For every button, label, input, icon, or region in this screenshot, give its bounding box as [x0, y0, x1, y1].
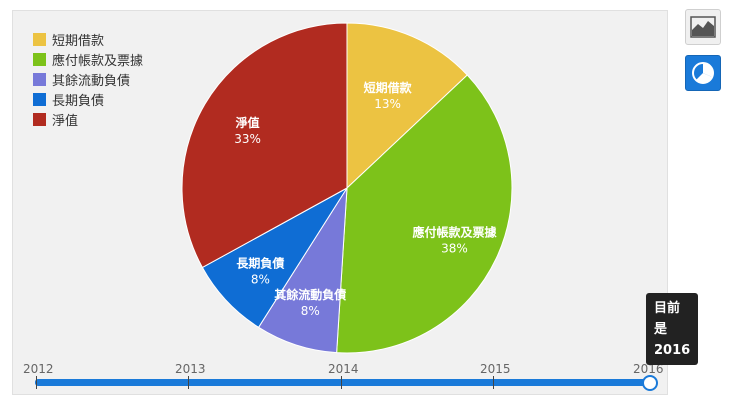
pie-chart-button[interactable]: [685, 55, 721, 91]
timeline-year-2015[interactable]: 2015: [480, 362, 511, 376]
timeline-slider[interactable]: [35, 379, 652, 386]
legend: 短期借款 應付帳款及票據 其餘流動負債 長期負債 淨值: [33, 29, 143, 129]
timeline-tick: [493, 376, 494, 389]
legend-swatch: [33, 112, 46, 126]
timeline-year-2014[interactable]: 2014: [328, 362, 359, 376]
timeline-year-2013[interactable]: 2013: [175, 362, 206, 376]
area-chart-icon: [690, 16, 716, 38]
legend-label: 淨值: [52, 113, 79, 129]
legend-swatch: [33, 52, 46, 66]
tooltip-line-3: 2016: [654, 343, 691, 358]
tooltip-line-2: 是: [654, 322, 668, 337]
timeline-year-2016[interactable]: 2016: [633, 362, 664, 376]
pie-chart: 短期借款 13% 應付帳款及票據 38% 其餘流動負債 8% 長期負債 8% 淨值 33%: [181, 22, 513, 354]
slice-label: 淨值: [235, 115, 260, 130]
chart-panel: 短期借款 13% 應付帳款及票據 38% 其餘流動負債 8% 長期負債 8% 淨值 33% 短期借…: [12, 10, 668, 395]
slice-value-label: 8%: [301, 304, 320, 318]
legend-item-long-term-liabilities[interactable]: 長期負債: [33, 89, 143, 109]
slice-value-label: 33%: [234, 132, 261, 146]
legend-label: 長期負債: [52, 93, 105, 109]
legend-swatch: [33, 72, 46, 86]
slice-label: 應付帳款及票據: [412, 225, 497, 240]
legend-label: 其餘流動負債: [52, 73, 131, 89]
legend-item-other-current-liabilities[interactable]: 其餘流動負債: [33, 69, 143, 89]
tooltip-line-1: 目前: [654, 301, 681, 316]
pie-chart-icon: [692, 62, 714, 84]
timeline-tick: [188, 376, 189, 389]
slice-label: 短期借款: [364, 80, 413, 95]
slice-value-label: 13%: [374, 97, 401, 111]
legend-swatch: [33, 92, 46, 106]
timeline-tooltip: 目前 是 2016: [646, 293, 698, 365]
legend-item-accounts-notes-payable[interactable]: 應付帳款及票據: [33, 49, 143, 69]
pie-slice-net-worth[interactable]: [181, 22, 348, 269]
area-chart-button[interactable]: [685, 9, 721, 45]
legend-item-short-term-loans[interactable]: 短期借款: [33, 29, 143, 49]
slice-value-label: 8%: [251, 272, 270, 286]
slice-label: 長期負債: [236, 255, 284, 270]
legend-label: 應付帳款及票據: [52, 53, 144, 69]
legend-swatch: [33, 32, 46, 46]
pie-slice-short-term-loans[interactable]: [346, 22, 468, 190]
slice-label: 其餘流動負債: [274, 287, 346, 302]
slice-value-label: 38%: [441, 242, 468, 256]
timeline-handle[interactable]: [642, 375, 658, 391]
timeline-tick: [341, 376, 342, 389]
legend-label: 短期借款: [52, 33, 105, 49]
legend-item-net-worth[interactable]: 淨值: [33, 109, 143, 129]
timeline-year-2012[interactable]: 2012: [23, 362, 54, 376]
pie-slice-accounts-notes-payable[interactable]: [336, 74, 513, 354]
timeline-tick: [36, 376, 37, 389]
